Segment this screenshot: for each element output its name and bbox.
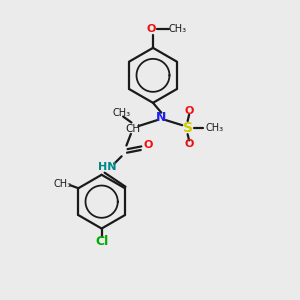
Text: Cl: Cl [95,235,108,248]
Text: O: O [147,24,156,34]
Text: S: S [183,121,193,135]
Text: CH₃: CH₃ [112,108,131,118]
Text: CH: CH [125,124,140,134]
Text: O: O [184,139,194,149]
Text: CH₃: CH₃ [53,179,72,189]
Text: O: O [143,140,153,150]
Text: CH₃: CH₃ [206,123,224,133]
Text: HN: HN [98,162,117,172]
Text: N: N [156,111,167,124]
Text: CH₃: CH₃ [168,24,187,34]
Text: O: O [184,106,194,116]
